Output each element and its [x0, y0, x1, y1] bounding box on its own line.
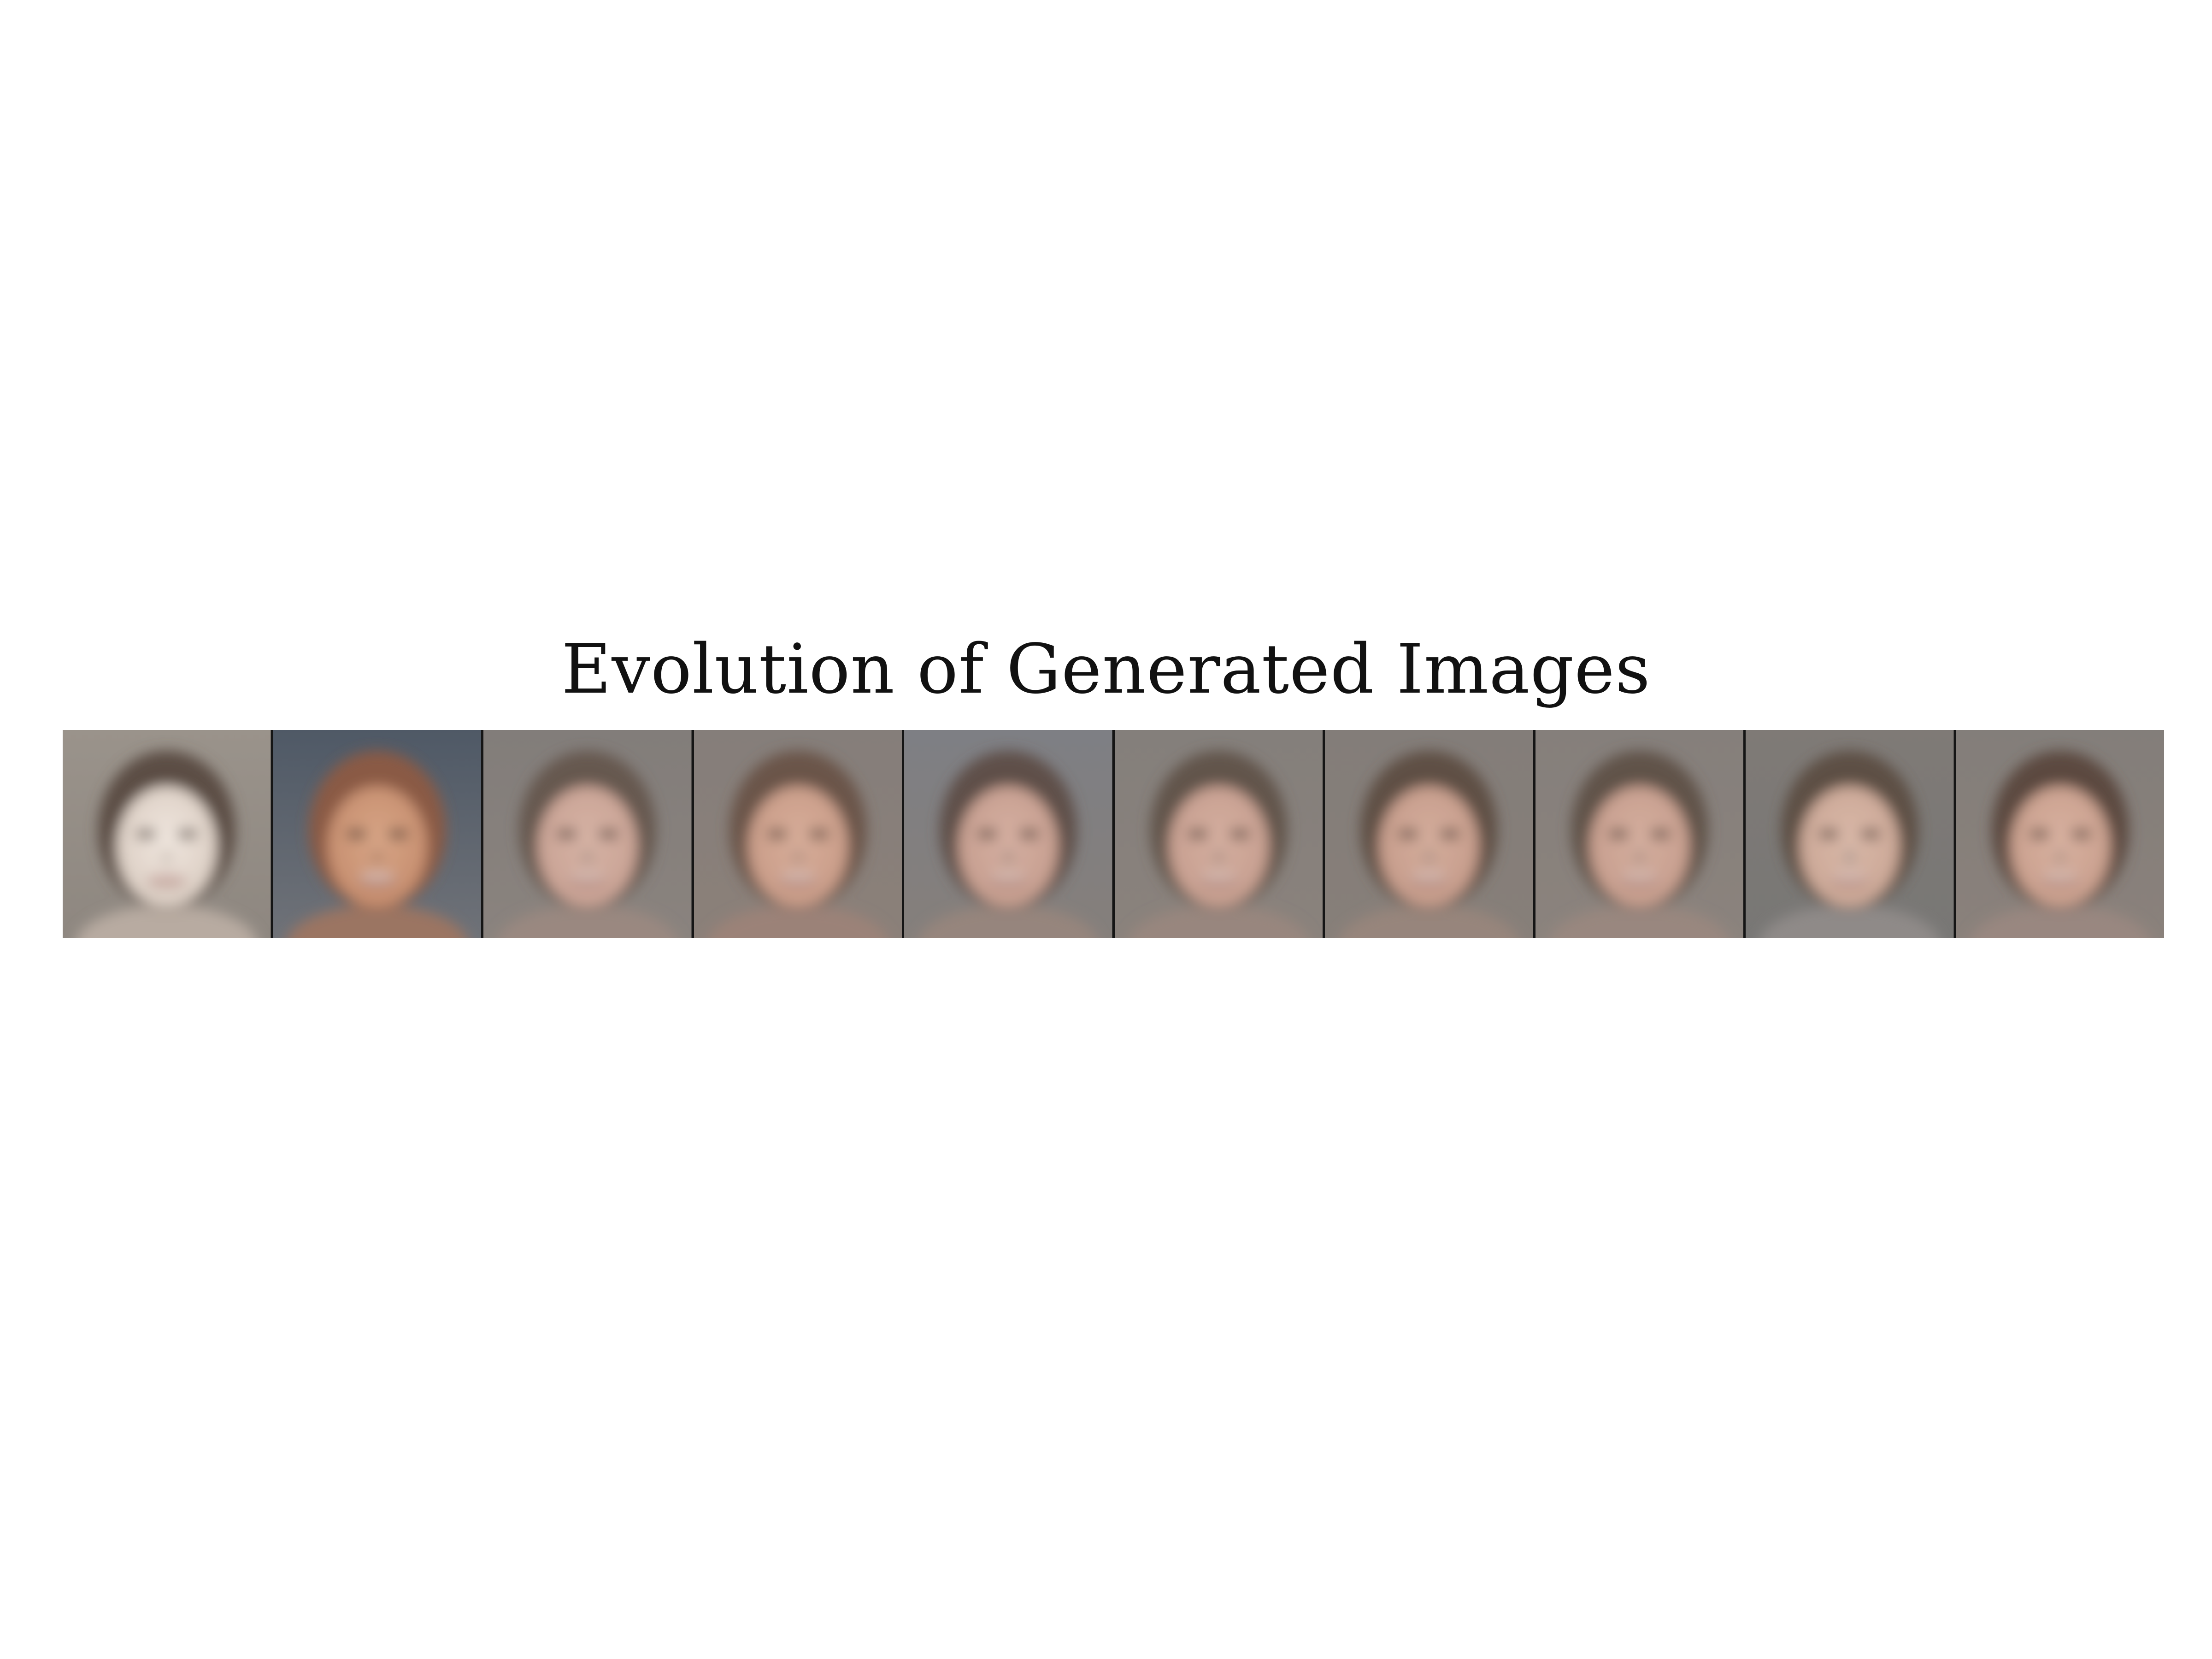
generated-image-tile [904, 730, 1115, 938]
generated-face-image [1746, 730, 1954, 938]
generated-image-tile [1956, 730, 2164, 938]
generated-image-tile [1325, 730, 1535, 938]
generated-face-image [1535, 730, 1743, 938]
generated-face-image [273, 730, 481, 938]
figure-title: Evolution of Generated Images [561, 629, 1651, 709]
generated-face-image [483, 730, 692, 938]
generated-image-tile [1114, 730, 1325, 938]
generated-image-tile [273, 730, 483, 938]
generated-image-tile [1746, 730, 1956, 938]
generated-face-image [694, 730, 902, 938]
generated-face-image [1325, 730, 1533, 938]
generated-image-tile [1535, 730, 1746, 938]
generated-face-image [904, 730, 1112, 938]
generated-face-image [63, 730, 271, 938]
generated-face-image [1956, 730, 2164, 938]
generated-image-tile [63, 730, 273, 938]
generated-image-tile [483, 730, 694, 938]
generated-image-tile [694, 730, 904, 938]
generated-face-image [1114, 730, 1323, 938]
image-strip [63, 730, 2164, 938]
